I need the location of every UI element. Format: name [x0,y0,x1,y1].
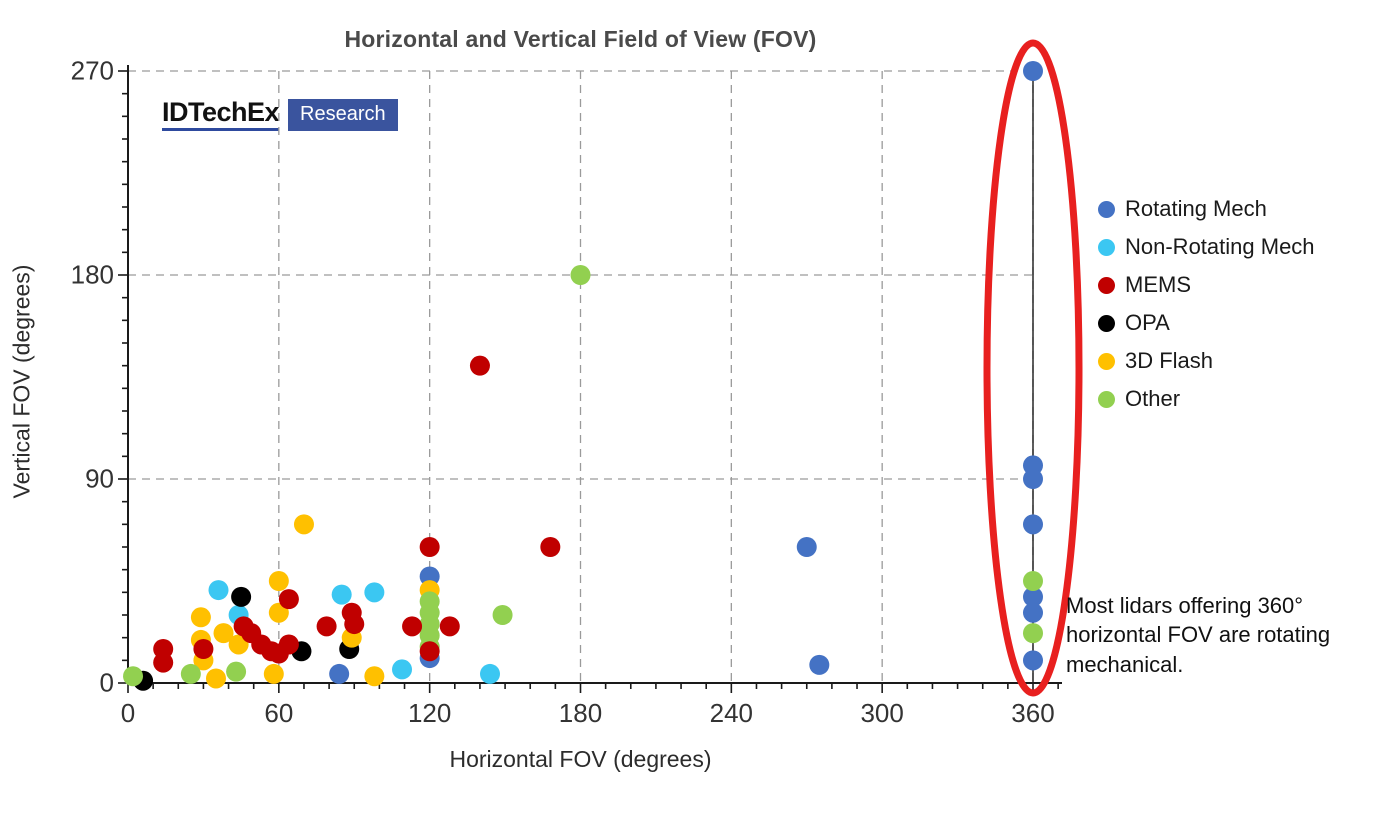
point-other [570,265,591,285]
legend-label: Other [1125,386,1181,411]
point-3d-flash [364,666,385,687]
x-tick-label: 180 [558,698,603,728]
x-tick-label: 240 [709,698,754,728]
idtechex-logo: IDTechEx Research [162,98,398,132]
point-rotating-mech [1023,602,1043,623]
point-3d-flash [268,571,289,591]
point-mems [540,537,561,557]
point-rotating-mech [1023,61,1043,81]
legend-item-mems: MEMS [1098,266,1315,304]
legend-marker-non-rotating-mech [1098,238,1115,256]
point-rotating-mech [1023,469,1043,489]
point-3d-flash [190,607,211,628]
point-non-rotating-mech [480,663,500,684]
y-tick-label: 90 [85,463,114,494]
legend-marker-opa [1098,314,1115,332]
point-other [1023,623,1043,644]
legend-item-3d-flash: 3D Flash [1098,342,1315,380]
point-mems [469,355,490,376]
point-rotating-mech [329,663,350,684]
y-axis-title: Vertical FOV (degrees) [8,264,35,499]
point-mems [344,614,365,635]
x-tick-label: 0 [120,698,136,728]
point-non-rotating-mech [392,659,413,680]
x-tick-label: 60 [264,698,294,728]
highlight-ellipse [983,39,1083,697]
point-mems [316,616,337,637]
idtechex-research-badge: Research [288,98,398,131]
x-tick-label: 120 [407,698,452,728]
point-mems [419,537,440,557]
point-other [1023,571,1043,591]
point-non-rotating-mech [364,582,385,603]
legend-marker-3d-flash [1098,352,1115,370]
legend-item-other: Other [1098,380,1315,418]
point-rotating-mech [1023,650,1043,671]
point-mems [439,616,460,637]
x-axis-title: Horizontal FOV (degrees) [449,746,712,772]
legend: Rotating Mech Non-Rotating Mech MEMS OPA 3D … [1098,190,1315,418]
legend-label: Rotating Mech [1125,196,1267,221]
legend-label: 3D Flash [1125,348,1214,373]
point-3d-flash [293,514,314,535]
y-tick-label: 270 [70,55,114,86]
x-tick-label: 300 [860,698,904,728]
legend-item-non-rotating-mech: Non-Rotating Mech [1098,228,1315,266]
point-non-rotating-mech [331,584,352,605]
point-mems [278,589,299,610]
point-mems [153,652,174,673]
x-tick-label: 360 [1011,698,1055,728]
point-mems [402,616,423,637]
legend-label: MEMS [1125,272,1191,297]
y-tick-label: 0 [99,667,114,698]
legend-marker-mems [1098,276,1115,294]
point-3d-flash [213,623,234,644]
point-other [180,663,201,684]
legend-marker-rotating-mech [1098,200,1115,218]
y-tick-label: 180 [70,259,114,290]
point-rotating-mech [809,654,830,675]
legend-label: OPA [1125,310,1170,335]
point-rotating-mech [796,537,817,557]
idtechex-brand-text: IDTechEx [162,98,280,132]
point-other [226,661,247,682]
legend-marker-other [1098,390,1115,408]
point-3d-flash [205,668,226,689]
point-mems [278,634,299,655]
point-other [123,666,144,687]
annotation-callout: Most lidars offering 360° horizontal FOV… [1066,593,1331,677]
point-rotating-mech [1023,586,1043,607]
point-mems [193,639,214,659]
chart-title: Horizontal and Vertical Field of View (F… [344,26,817,52]
point-opa [231,586,252,607]
point-mems [419,641,440,662]
point-rotating-mech [1023,514,1043,535]
point-3d-flash [263,663,284,684]
point-other [492,605,513,625]
legend-label: Non-Rotating Mech [1125,234,1315,259]
legend-item-rotating-mech: Rotating Mech [1098,190,1315,228]
legend-item-opa: OPA [1098,304,1315,342]
point-non-rotating-mech [208,580,229,601]
